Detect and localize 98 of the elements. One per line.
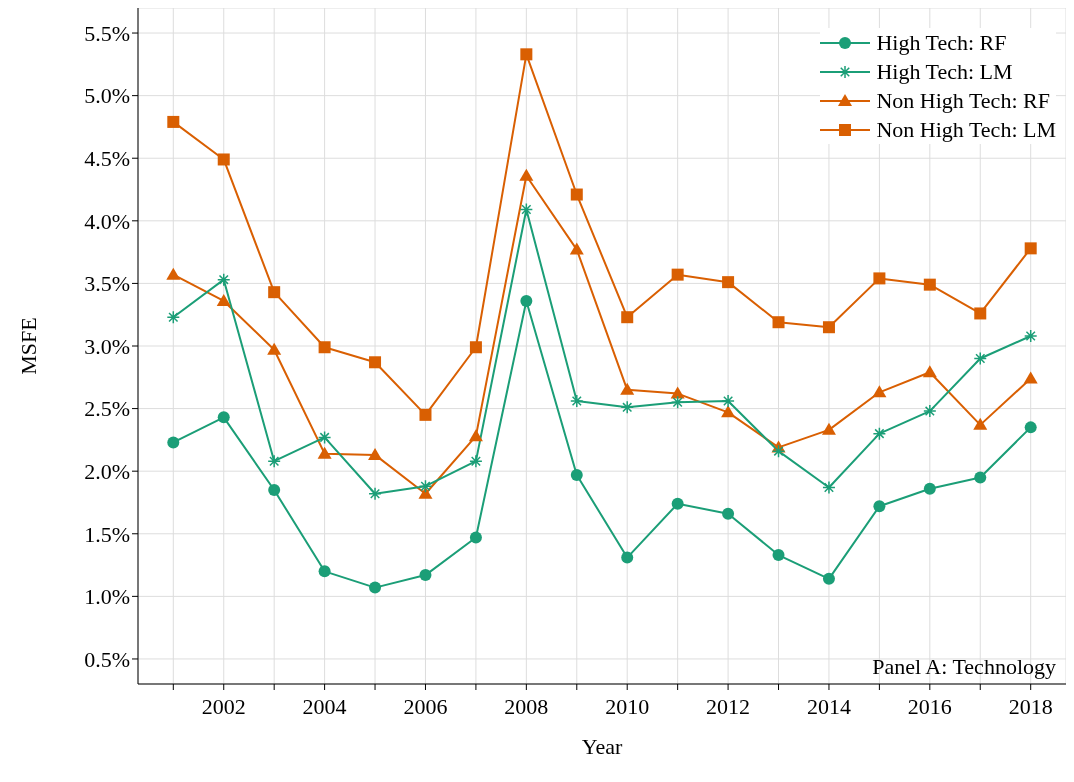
- point: [974, 307, 987, 320]
- point: [317, 430, 332, 445]
- x-tick-label: 2006: [403, 693, 448, 719]
- point: [822, 572, 835, 585]
- point: [369, 581, 382, 594]
- point: [268, 483, 281, 496]
- point: [722, 507, 735, 520]
- point: [569, 242, 584, 255]
- point: [923, 482, 936, 495]
- point: [469, 454, 483, 468]
- point: [620, 400, 634, 415]
- point: [973, 417, 988, 430]
- point: [268, 286, 281, 299]
- point: [873, 500, 886, 513]
- y-tick-label: 1.5%: [84, 521, 130, 547]
- point: [772, 549, 785, 562]
- point: [1024, 242, 1037, 255]
- point: [671, 268, 684, 281]
- x-tick-label: 2016: [907, 693, 952, 719]
- point: [821, 422, 836, 435]
- point: [873, 272, 886, 285]
- point: [772, 316, 785, 329]
- point: [419, 408, 432, 421]
- point: [721, 405, 736, 418]
- point: [267, 454, 281, 468]
- point: [974, 471, 987, 484]
- legend-label: High Tech: RF: [876, 29, 1007, 57]
- point: [469, 341, 482, 354]
- point: [468, 429, 483, 442]
- point: [1023, 329, 1038, 343]
- point: [771, 444, 786, 458]
- y-axis-title: MSFE: [15, 317, 41, 375]
- x-tick-label: 2014: [806, 693, 851, 719]
- point: [520, 48, 533, 61]
- point: [267, 342, 282, 355]
- point: [217, 411, 230, 424]
- point: [217, 153, 230, 166]
- point: [922, 365, 937, 378]
- point: [418, 479, 433, 493]
- annotation: Panel A: Technology: [872, 654, 1056, 680]
- point: [469, 531, 482, 544]
- point: [167, 115, 180, 128]
- point: [368, 486, 382, 501]
- y-tick-label: 5.0%: [84, 83, 130, 109]
- point: [872, 385, 887, 398]
- point: [216, 293, 231, 306]
- point: [570, 394, 584, 408]
- point: [318, 565, 331, 578]
- y-tick-label: 3.0%: [84, 333, 130, 359]
- x-axis-title: Year: [581, 734, 623, 759]
- point: [418, 486, 433, 499]
- point: [167, 436, 180, 449]
- y-tick-label: 1.0%: [84, 584, 130, 610]
- point: [671, 497, 684, 510]
- y-tick-label: 4.5%: [84, 146, 130, 172]
- point: [519, 202, 534, 217]
- point: [368, 447, 383, 460]
- x-tick-label: 2010: [605, 693, 650, 719]
- y-tick-label: 0.5%: [84, 646, 130, 672]
- legend-label: Non High Tech: LM: [876, 116, 1056, 144]
- point: [318, 341, 331, 354]
- point: [670, 395, 685, 410]
- point: [1024, 421, 1037, 434]
- point: [419, 569, 432, 582]
- x-tick-label: 2012: [706, 693, 751, 719]
- point: [620, 382, 635, 395]
- x-tick-label: 2008: [504, 693, 549, 719]
- point: [872, 426, 887, 441]
- point: [520, 294, 533, 307]
- point: [923, 278, 936, 291]
- point: [166, 267, 181, 280]
- point: [570, 188, 583, 201]
- point: [923, 404, 937, 418]
- point: [216, 272, 231, 287]
- y-tick-label: 2.5%: [84, 396, 130, 422]
- y-tick-label: 3.5%: [84, 271, 130, 297]
- point: [721, 394, 735, 408]
- legend-label: Non High Tech: RF: [876, 87, 1050, 115]
- point: [621, 551, 634, 564]
- point: [822, 480, 836, 495]
- x-tick-label: 2002: [201, 693, 246, 719]
- y-tick-label: 5.5%: [84, 20, 130, 46]
- point: [822, 321, 835, 334]
- point: [570, 468, 583, 481]
- point: [1023, 371, 1038, 384]
- point: [369, 356, 382, 369]
- point: [670, 386, 685, 399]
- y-tick-label: 2.0%: [84, 459, 130, 484]
- point: [722, 276, 735, 289]
- y-tick-label: 4.0%: [84, 208, 130, 234]
- x-tick-label: 2004: [302, 693, 347, 719]
- x-tick-label: 2018: [1008, 693, 1053, 719]
- point: [317, 446, 332, 459]
- legend-label: High Tech: LM: [876, 58, 1013, 86]
- point: [973, 351, 988, 366]
- point: [166, 310, 181, 324]
- point: [519, 168, 534, 181]
- point: [621, 311, 634, 324]
